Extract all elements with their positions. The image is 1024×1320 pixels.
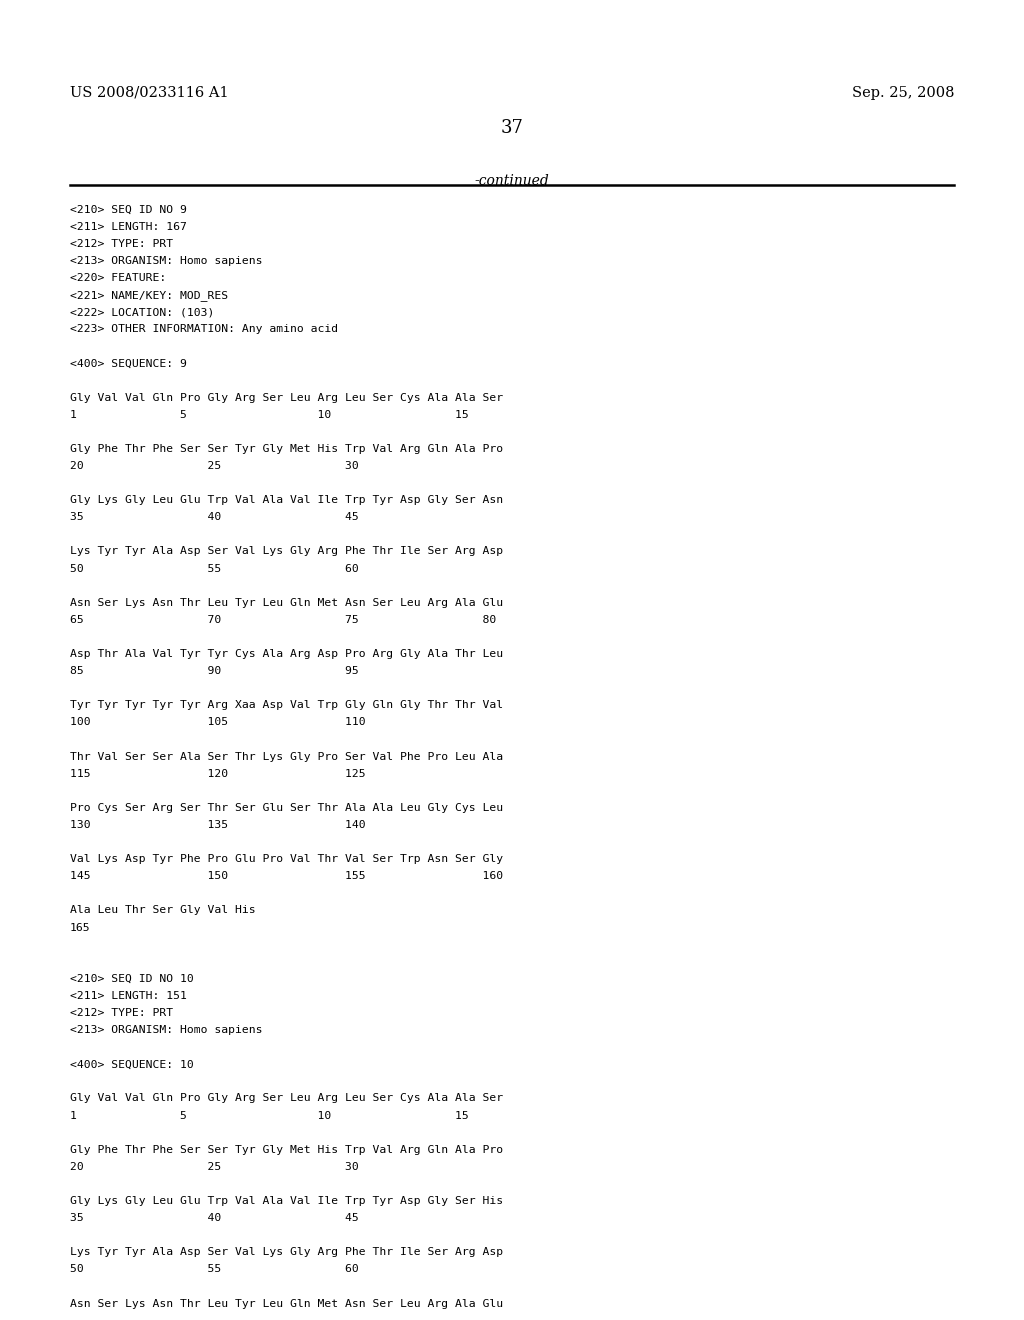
Text: 35                  40                  45: 35 40 45 (70, 1213, 358, 1224)
Text: Gly Val Val Gln Pro Gly Arg Ser Leu Arg Leu Ser Cys Ala Ala Ser: Gly Val Val Gln Pro Gly Arg Ser Leu Arg … (70, 1093, 503, 1104)
Text: Thr Val Ser Ser Ala Ser Thr Lys Gly Pro Ser Val Phe Pro Leu Ala: Thr Val Ser Ser Ala Ser Thr Lys Gly Pro … (70, 751, 503, 762)
Text: Ala Leu Thr Ser Gly Val His: Ala Leu Thr Ser Gly Val His (70, 906, 255, 916)
Text: Sep. 25, 2008: Sep. 25, 2008 (852, 86, 954, 100)
Text: 35                  40                  45: 35 40 45 (70, 512, 358, 523)
Text: 65                  70                  75                  80: 65 70 75 80 (70, 615, 496, 624)
Text: <212> TYPE: PRT: <212> TYPE: PRT (70, 239, 173, 248)
Text: 20                  25                  30: 20 25 30 (70, 461, 358, 471)
Text: 85                  90                  95: 85 90 95 (70, 667, 358, 676)
Text: 145                 150                 155                 160: 145 150 155 160 (70, 871, 503, 882)
Text: <400> SEQUENCE: 10: <400> SEQUENCE: 10 (70, 1059, 194, 1069)
Text: 37: 37 (501, 119, 523, 137)
Text: <220> FEATURE:: <220> FEATURE: (70, 273, 166, 282)
Text: 130                 135                 140: 130 135 140 (70, 820, 366, 830)
Text: <223> OTHER INFORMATION: Any amino acid: <223> OTHER INFORMATION: Any amino acid (70, 325, 338, 334)
Text: US 2008/0233116 A1: US 2008/0233116 A1 (70, 86, 228, 100)
Text: <213> ORGANISM: Homo sapiens: <213> ORGANISM: Homo sapiens (70, 256, 262, 265)
Text: Gly Phe Thr Phe Ser Ser Tyr Gly Met His Trp Val Arg Gln Ala Pro: Gly Phe Thr Phe Ser Ser Tyr Gly Met His … (70, 444, 503, 454)
Text: Lys Tyr Tyr Ala Asp Ser Val Lys Gly Arg Phe Thr Ile Ser Arg Asp: Lys Tyr Tyr Ala Asp Ser Val Lys Gly Arg … (70, 1247, 503, 1258)
Text: <210> SEQ ID NO 10: <210> SEQ ID NO 10 (70, 974, 194, 983)
Text: Lys Tyr Tyr Ala Asp Ser Val Lys Gly Arg Phe Thr Ile Ser Arg Asp: Lys Tyr Tyr Ala Asp Ser Val Lys Gly Arg … (70, 546, 503, 557)
Text: 165: 165 (70, 923, 90, 932)
Text: Gly Lys Gly Leu Glu Trp Val Ala Val Ile Trp Tyr Asp Gly Ser His: Gly Lys Gly Leu Glu Trp Val Ala Val Ile … (70, 1196, 503, 1206)
Text: 20                  25                  30: 20 25 30 (70, 1162, 358, 1172)
Text: Asn Ser Lys Asn Thr Leu Tyr Leu Gln Met Asn Ser Leu Arg Ala Glu: Asn Ser Lys Asn Thr Leu Tyr Leu Gln Met … (70, 1299, 503, 1308)
Text: Val Lys Asp Tyr Phe Pro Glu Pro Val Thr Val Ser Trp Asn Ser Gly: Val Lys Asp Tyr Phe Pro Glu Pro Val Thr … (70, 854, 503, 865)
Text: <212> TYPE: PRT: <212> TYPE: PRT (70, 1008, 173, 1018)
Text: Asp Thr Ala Val Tyr Tyr Cys Ala Arg Asp Pro Arg Gly Ala Thr Leu: Asp Thr Ala Val Tyr Tyr Cys Ala Arg Asp … (70, 649, 503, 659)
Text: <400> SEQUENCE: 9: <400> SEQUENCE: 9 (70, 359, 186, 368)
Text: <211> LENGTH: 151: <211> LENGTH: 151 (70, 991, 186, 1001)
Text: Gly Val Val Gln Pro Gly Arg Ser Leu Arg Leu Ser Cys Ala Ala Ser: Gly Val Val Gln Pro Gly Arg Ser Leu Arg … (70, 392, 503, 403)
Text: Gly Phe Thr Phe Ser Ser Tyr Gly Met His Trp Val Arg Gln Ala Pro: Gly Phe Thr Phe Ser Ser Tyr Gly Met His … (70, 1144, 503, 1155)
Text: 100                 105                 110: 100 105 110 (70, 718, 366, 727)
Text: -continued: -continued (475, 174, 549, 189)
Text: 50                  55                  60: 50 55 60 (70, 1265, 358, 1274)
Text: Pro Cys Ser Arg Ser Thr Ser Glu Ser Thr Ala Ala Leu Gly Cys Leu: Pro Cys Ser Arg Ser Thr Ser Glu Ser Thr … (70, 803, 503, 813)
Text: 1               5                   10                  15: 1 5 10 15 (70, 409, 468, 420)
Text: Gly Lys Gly Leu Glu Trp Val Ala Val Ile Trp Tyr Asp Gly Ser Asn: Gly Lys Gly Leu Glu Trp Val Ala Val Ile … (70, 495, 503, 506)
Text: <210> SEQ ID NO 9: <210> SEQ ID NO 9 (70, 205, 186, 215)
Text: 1               5                   10                  15: 1 5 10 15 (70, 1110, 468, 1121)
Text: 115                 120                 125: 115 120 125 (70, 768, 366, 779)
Text: 50                  55                  60: 50 55 60 (70, 564, 358, 574)
Text: <222> LOCATION: (103): <222> LOCATION: (103) (70, 308, 214, 317)
Text: Tyr Tyr Tyr Tyr Tyr Arg Xaa Asp Val Trp Gly Gln Gly Thr Thr Val: Tyr Tyr Tyr Tyr Tyr Arg Xaa Asp Val Trp … (70, 701, 503, 710)
Text: <213> ORGANISM: Homo sapiens: <213> ORGANISM: Homo sapiens (70, 1026, 262, 1035)
Text: Asn Ser Lys Asn Thr Leu Tyr Leu Gln Met Asn Ser Leu Arg Ala Glu: Asn Ser Lys Asn Thr Leu Tyr Leu Gln Met … (70, 598, 503, 607)
Text: <221> NAME/KEY: MOD_RES: <221> NAME/KEY: MOD_RES (70, 290, 227, 301)
Text: <211> LENGTH: 167: <211> LENGTH: 167 (70, 222, 186, 232)
